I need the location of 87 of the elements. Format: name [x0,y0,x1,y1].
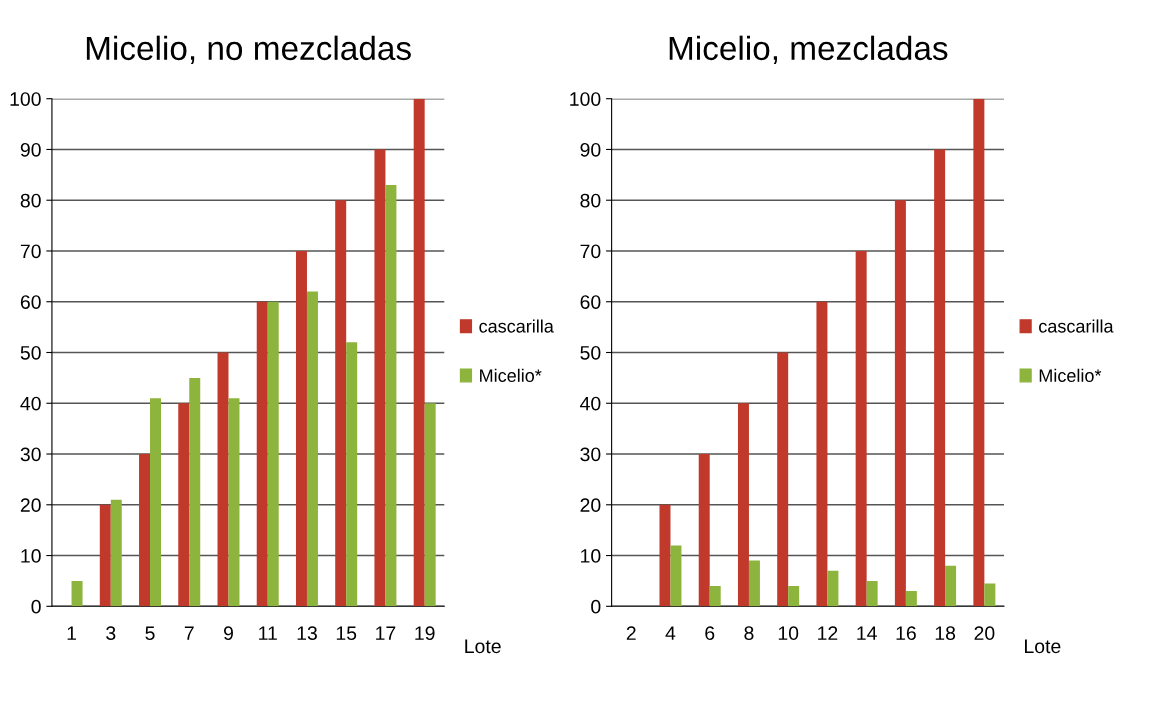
bar [256,301,268,607]
bar [335,200,347,607]
x-tick-label: 4 [665,626,676,640]
y-tick-label: 40 [20,396,41,411]
bar [709,586,721,607]
bar [99,504,111,607]
x-tick-label: 12 [818,626,838,640]
y-tick-label: 70 [20,244,41,259]
x-tick-label: 8 [744,626,754,641]
y-tick-label: 30 [580,447,601,462]
x-tick-label: 19 [415,626,435,641]
x-tick-label: 1 [67,626,77,640]
x-tick-label: 10 [778,626,799,641]
bar [413,98,425,607]
x-tick-label: 18 [935,626,956,641]
bar [189,377,201,607]
bar [110,499,122,607]
y-tick-label: 90 [20,142,41,157]
bar [855,250,867,607]
y-tick-label: 30 [20,447,41,462]
y-tick-label: 10 [581,549,601,563]
bar [698,454,710,607]
bar [670,545,682,607]
y-tick-label: 20 [20,498,41,513]
x-tick-label: 9 [224,626,233,641]
y-tick-label: 50 [580,345,601,360]
y-tick-label: 80 [580,193,601,208]
x-tick-label: 15 [336,626,357,641]
y-tick-label: 0 [591,599,601,614]
bar [306,291,318,607]
bar [295,250,307,607]
x-tick-label: 17 [376,626,396,640]
x-tick-label: 11 [259,626,277,640]
bar [816,301,828,607]
y-tick-label: 20 [580,498,601,513]
y-tick-label: 100 [570,92,601,106]
y-tick-label: 40 [580,396,601,411]
y-tick-label: 70 [580,244,601,259]
x-axis-title: Lote [465,639,501,654]
x-tick-label: 13 [297,626,317,641]
x-tick-label: 14 [857,626,877,640]
bar [866,580,878,607]
y-tick-label: 10 [21,549,41,563]
chart-title: Micelio, mezcladas [669,35,948,65]
bar [788,586,800,607]
y-tick-label: 80 [20,193,41,208]
bar [267,301,279,607]
x-axis-title: Lote [1025,639,1061,654]
x-tick-label: 5 [145,626,155,641]
bar [777,352,789,607]
bar [905,591,917,607]
bar [894,200,906,607]
y-tick-label: 100 [10,92,41,106]
legend-label: cascarilla [479,319,554,333]
bar [150,398,162,607]
bar [178,403,190,607]
bar [945,565,957,607]
x-tick-label: 20 [974,626,995,641]
bar [71,580,83,607]
chart-title: Micelio, no mezcladas [86,35,411,65]
bar [748,560,760,607]
bar [934,149,946,607]
legend-label: Micelio* [1039,368,1102,383]
bar [737,403,749,607]
x-tick-label: 7 [184,626,194,640]
bar [424,403,436,607]
bar [973,98,985,607]
bar [346,342,358,607]
bar [827,570,839,607]
y-tick-label: 60 [580,295,601,309]
bar [139,454,151,607]
x-tick-label: 16 [896,626,916,641]
bar [984,583,996,607]
bar [385,184,397,607]
legend-label: Micelio* [480,368,542,383]
bar [659,504,671,607]
x-tick-label: 2 [626,626,636,640]
x-tick-label: 6 [705,626,715,641]
y-tick-label: 60 [20,295,41,309]
y-tick-label: 0 [31,599,41,614]
bar [374,149,386,607]
x-tick-label: 3 [106,626,116,641]
y-tick-label: 90 [580,142,601,157]
y-tick-label: 50 [20,345,41,360]
legend-label: cascarilla [1039,319,1114,333]
bar [217,352,229,607]
bar [228,398,240,607]
